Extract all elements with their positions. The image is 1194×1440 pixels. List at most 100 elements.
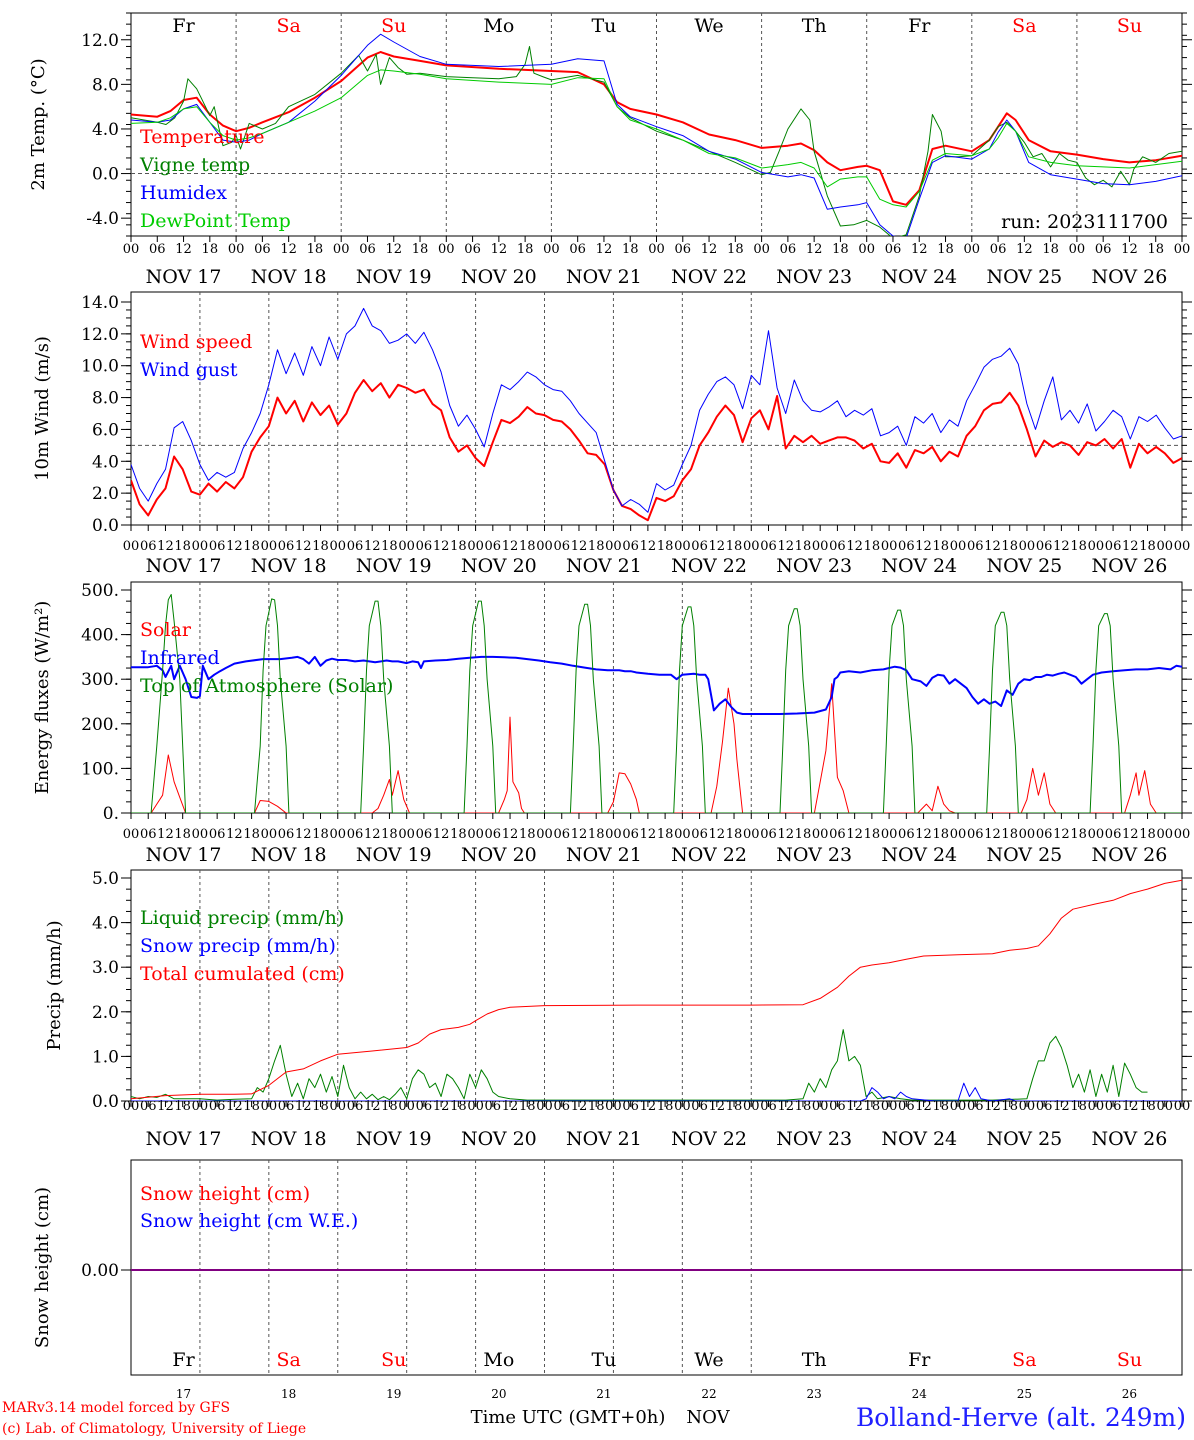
hour-tick-label: 06 [140, 539, 157, 554]
date-label: NOV 22 [671, 266, 747, 288]
hour-tick-label: 06 [485, 1099, 502, 1114]
hour-tick-label: 06 [140, 1099, 157, 1114]
hour-tick-label: 00 [1019, 539, 1036, 554]
hour-tick-label: 00 [398, 539, 415, 554]
date-label: NOV 23 [776, 1128, 852, 1150]
hour-tick-label: 12 [806, 242, 823, 257]
plot-frame [130, 12, 1183, 237]
series-line-infrared [131, 655, 1182, 715]
hour-tick-label: 06 [967, 1099, 984, 1114]
hour-tick-label: 06 [829, 1099, 846, 1114]
hour-tick-label: 12 [502, 827, 519, 842]
hour-tick-label: 06 [691, 539, 708, 554]
hour-tick-label: 18 [243, 539, 260, 554]
series-line-liquid-precip-mm-h [131, 1029, 1148, 1101]
date-label: NOV 25 [986, 1128, 1062, 1150]
day-number-label: 18 [281, 1387, 296, 1401]
day-abbrev-label: Tu [591, 15, 616, 37]
hour-tick-label: 12 [364, 1099, 381, 1114]
hour-tick-label: 00 [123, 827, 140, 842]
hour-tick-label: 06 [675, 242, 692, 257]
hour-tick-label: 12 [911, 242, 928, 257]
hour-tick-label: 00 [605, 539, 622, 554]
hour-tick-label: 06 [760, 1099, 777, 1114]
hour-tick-label: 06 [1036, 539, 1053, 554]
series-line-dewpoint-temp [131, 69, 1182, 208]
hour-tick-label: 00 [329, 539, 346, 554]
hour-tick-label: 00 [950, 1099, 967, 1114]
hour-tick-label: 18 [243, 827, 260, 842]
hour-tick-label: 00 [1019, 827, 1036, 842]
hour-tick-label: 12 [777, 539, 794, 554]
hour-tick-label: 06 [140, 827, 157, 842]
date-label: NOV 24 [881, 1128, 957, 1150]
hour-tick-label: 00 [192, 539, 209, 554]
hour-tick-label: 06 [760, 539, 777, 554]
footer: MARv3.14 model forced by GFS (c) Lab. of… [2, 1400, 1186, 1437]
hour-tick-label: 00 [1088, 827, 1105, 842]
hour-tick-label: 00 [1088, 1099, 1105, 1114]
y-axis-label: 10m Wind (m/s) [32, 336, 53, 481]
hour-tick-label: 12 [502, 1099, 519, 1114]
hour-tick-label: 00 [674, 827, 691, 842]
hour-tick-label: 12 [777, 827, 794, 842]
hour-tick-label: 00 [743, 827, 760, 842]
hour-tick-label: 00 [192, 827, 209, 842]
y-tick-label: 4.0 [92, 914, 119, 934]
hour-tick-label: 06 [622, 1099, 639, 1114]
legend-entry: Solar [140, 619, 192, 641]
y-tick-label: 4.0 [92, 452, 119, 472]
hour-tick-label: 18 [657, 1099, 674, 1114]
date-label: NOV 20 [461, 1128, 537, 1150]
hour-tick-label: 12 [846, 827, 863, 842]
hour-tick-label: 00 [123, 539, 140, 554]
hour-tick-label: 12 [491, 242, 508, 257]
hour-tick-label: 18 [1147, 242, 1164, 257]
hour-tick-label: 06 [967, 539, 984, 554]
hour-tick-label: 06 [967, 827, 984, 842]
hour-tick-label: 06 [149, 242, 166, 257]
hour-tick-label: 06 [691, 1099, 708, 1114]
hour-tick-label: 06 [278, 539, 295, 554]
day-abbrev-label: Su [1117, 1349, 1142, 1371]
hour-tick-label: 18 [795, 1099, 812, 1114]
y-tick-label: 100. [81, 759, 119, 779]
date-label: NOV 19 [356, 555, 432, 577]
hour-tick-label: 12 [984, 539, 1001, 554]
hour-tick-label: 00 [1156, 1099, 1173, 1114]
y-tick-label: 0.0 [92, 516, 119, 536]
hour-tick-label: 00 [881, 827, 898, 842]
date-label: NOV 19 [356, 266, 432, 288]
month-label: NOV [686, 1407, 730, 1428]
hour-tick-label: 00 [881, 539, 898, 554]
hour-tick-label: 12 [915, 1099, 932, 1114]
series-line-wind-speed [131, 379, 1182, 522]
hour-tick-label: 00 [812, 827, 829, 842]
hour-tick-label: 06 [760, 827, 777, 842]
hour-tick-label: 18 [726, 539, 743, 554]
time-axis-label: Time UTC (GMT+0h) [471, 1407, 666, 1428]
hour-tick-label: 18 [312, 1099, 329, 1114]
hour-tick-label: 12 [1053, 827, 1070, 842]
day-abbrev-label: We [694, 1349, 723, 1371]
date-label: NOV 23 [776, 266, 852, 288]
hour-tick-label: 18 [1042, 242, 1059, 257]
hour-tick-label: 12 [709, 827, 726, 842]
hour-tick-label: 12 [846, 539, 863, 554]
date-label: NOV 20 [461, 266, 537, 288]
hour-tick-label: 18 [1139, 1099, 1156, 1114]
day-abbrev-label: Sa [1012, 1349, 1036, 1371]
hour-tick-label: 18 [588, 539, 605, 554]
hour-tick-label: 18 [933, 827, 950, 842]
legend-entry: DewPoint Temp [140, 210, 291, 232]
day-number-label: 25 [1017, 1387, 1032, 1401]
hour-tick-label: 18 [312, 827, 329, 842]
hour-tick-label: 18 [312, 539, 329, 554]
hour-tick-label: 00 [950, 827, 967, 842]
hour-tick-label: 18 [450, 827, 467, 842]
hour-tick-label: 06 [278, 1099, 295, 1114]
hour-tick-label: 18 [450, 539, 467, 554]
day-number-label: 20 [491, 1387, 506, 1401]
hour-tick-label: 18 [307, 242, 324, 257]
day-number-label: 17 [176, 1387, 191, 1401]
